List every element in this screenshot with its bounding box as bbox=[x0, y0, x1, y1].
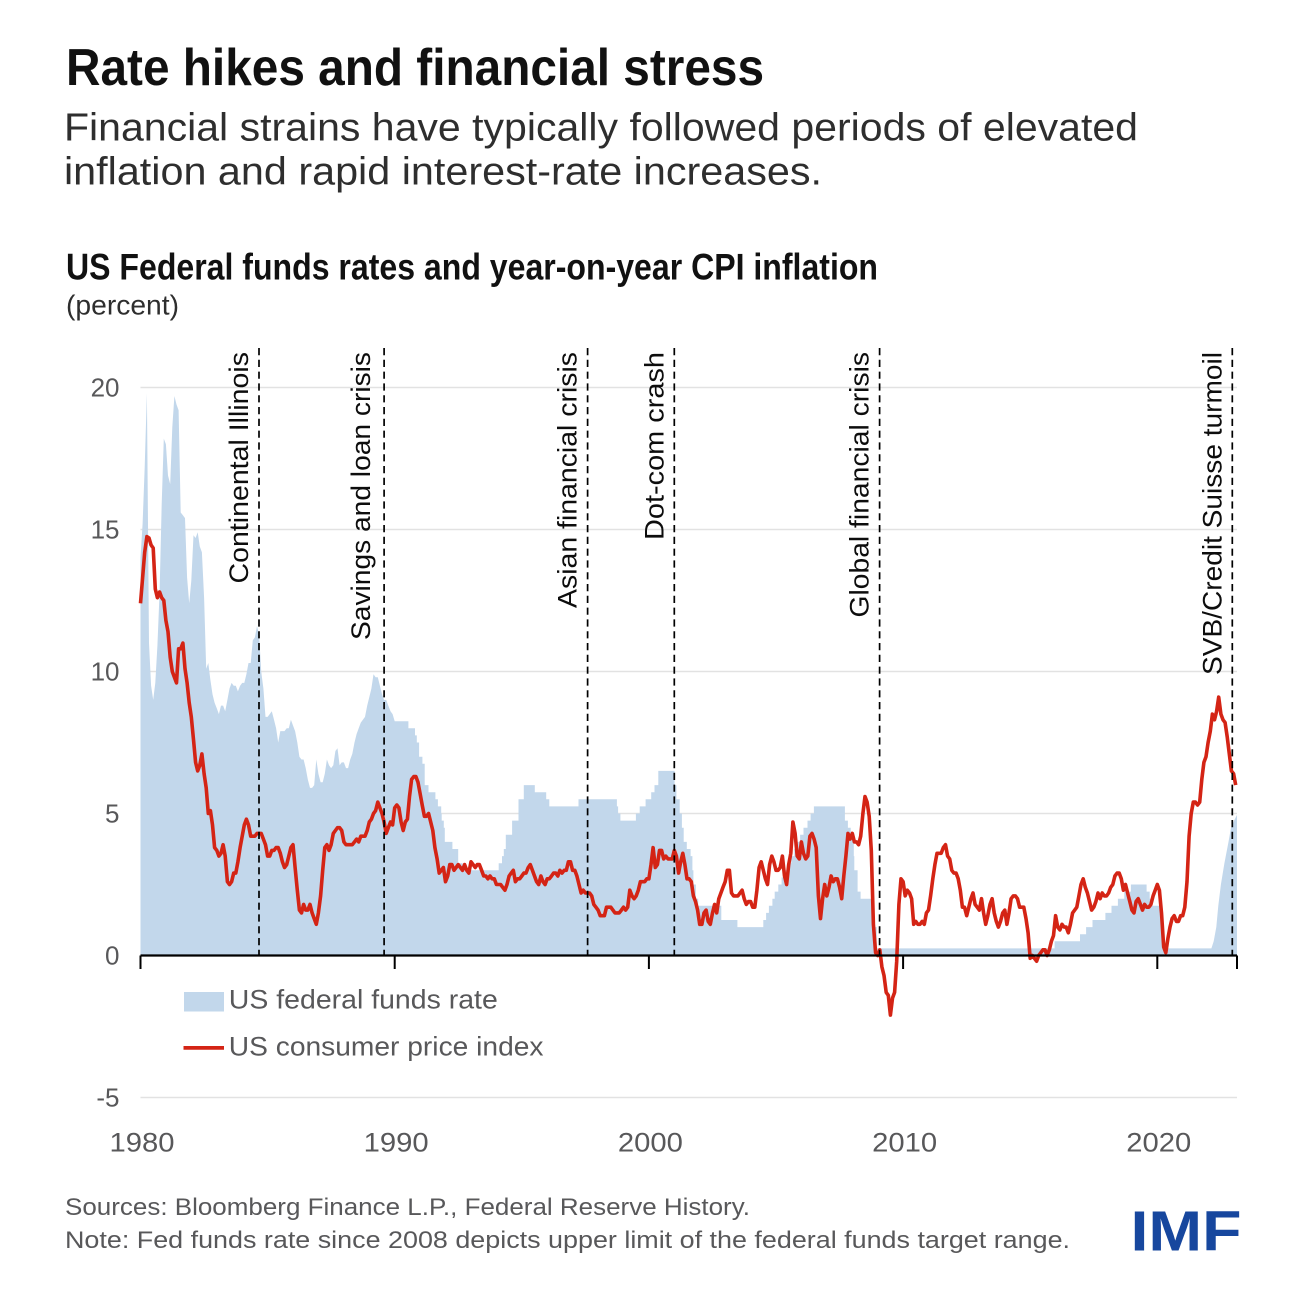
svg-text:Asian financial crisis: Asian financial crisis bbox=[553, 352, 583, 608]
svg-text:10: 10 bbox=[91, 657, 120, 687]
svg-text:IMF: IMF bbox=[1131, 1200, 1242, 1263]
svg-text:1990: 1990 bbox=[364, 1127, 429, 1157]
svg-text:5: 5 bbox=[105, 799, 119, 829]
svg-text:2000: 2000 bbox=[618, 1127, 683, 1157]
svg-text:(percent): (percent) bbox=[66, 290, 179, 321]
svg-text:Note: Fed funds rate since 200: Note: Fed funds rate since 2008 depicts … bbox=[65, 1227, 1070, 1254]
svg-text:Global financial crisis: Global financial crisis bbox=[845, 352, 875, 618]
svg-text:SVB/Credit Suisse turmoil: SVB/Credit Suisse turmoil bbox=[1197, 352, 1227, 675]
svg-text:US federal funds rate: US federal funds rate bbox=[229, 985, 498, 1015]
svg-text:Financial strains have typical: Financial strains have typically followe… bbox=[64, 106, 1138, 149]
svg-text:inflation and rapid interest-r: inflation and rapid interest-rate increa… bbox=[64, 151, 822, 194]
svg-text:2020: 2020 bbox=[1126, 1127, 1191, 1157]
svg-text:-5: -5 bbox=[96, 1083, 119, 1113]
svg-text:2010: 2010 bbox=[872, 1127, 937, 1157]
svg-text:15: 15 bbox=[91, 515, 120, 545]
svg-text:1980: 1980 bbox=[110, 1127, 175, 1157]
svg-text:Continental Illinois: Continental Illinois bbox=[224, 352, 254, 584]
svg-text:20: 20 bbox=[91, 373, 120, 403]
svg-text:Savings and loan crisis: Savings and loan crisis bbox=[346, 352, 376, 640]
svg-text:US consumer price index: US consumer price index bbox=[229, 1031, 544, 1061]
svg-text:Sources: Bloomberg Finance L.P: Sources: Bloomberg Finance L.P., Federal… bbox=[65, 1194, 750, 1221]
svg-text:Rate hikes and financial stres: Rate hikes and financial stress bbox=[66, 39, 764, 97]
svg-text:US Federal funds rates and yea: US Federal funds rates and year-on-year … bbox=[66, 245, 878, 287]
svg-text:Dot-com crash: Dot-com crash bbox=[639, 352, 669, 540]
svg-text:0: 0 bbox=[105, 941, 119, 971]
